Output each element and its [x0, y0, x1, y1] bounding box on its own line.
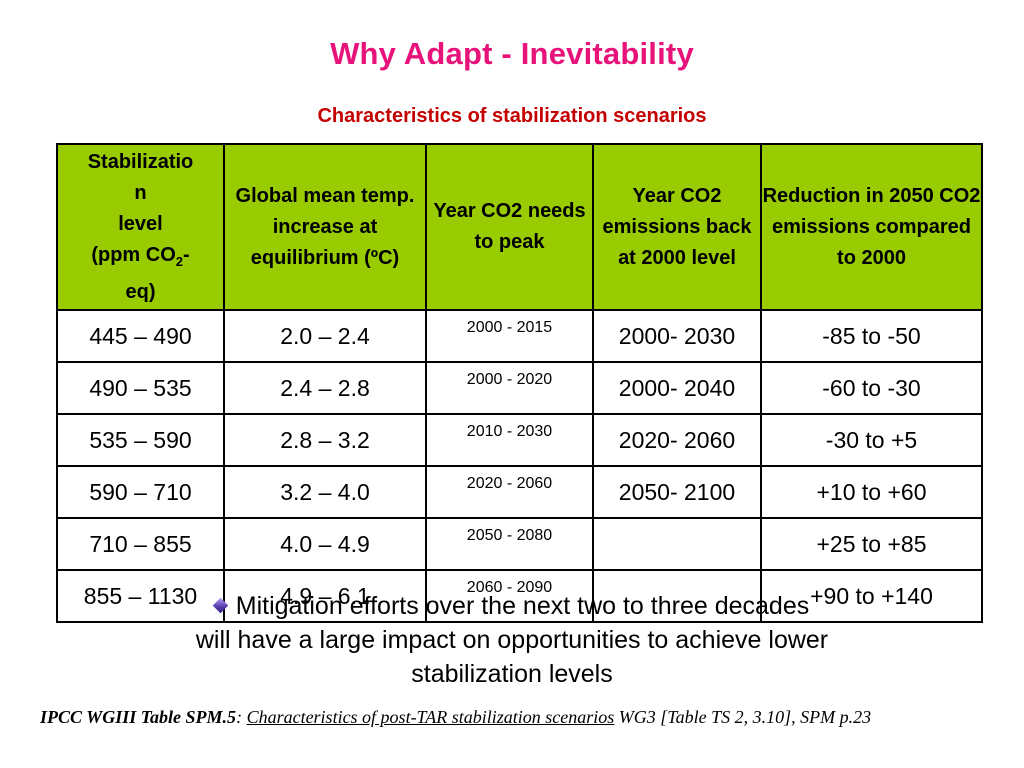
cell-back: 2020- 2060: [592, 413, 762, 467]
source-bold: IPCC WGIII Table SPM.5: [40, 707, 237, 727]
source-citation: IPCC WGIII Table SPM.5: Characteristics …: [40, 704, 990, 730]
cell-reduction: +10 to +60: [760, 465, 983, 519]
slide-title: Why Adapt - Inevitability: [330, 36, 694, 71]
cell-reduction: +90 to +140: [760, 569, 983, 623]
table-row: 590 – 710 3.2 – 4.0 2020 - 2060 2050- 21…: [56, 465, 983, 519]
bullet-line-3: stabilization levels: [411, 660, 613, 688]
cell-back: [592, 569, 762, 623]
table-subtitle: Characteristics of stabilization scenari…: [317, 105, 707, 127]
cell-peak: 2010 - 2030: [425, 413, 594, 467]
cell-temp: 3.2 – 4.0: [223, 465, 427, 519]
bullet-line-1: Mitigation efforts over the next two to …: [235, 592, 810, 620]
cell-level: 710 – 855: [56, 517, 225, 571]
cell-peak: 2060 - 2090: [425, 569, 594, 623]
cell-peak: 2000 - 2020: [425, 361, 594, 415]
bullet-point: Mitigation efforts over the next two to …: [0, 589, 1024, 691]
cell-temp: 2.0 – 2.4: [223, 309, 427, 363]
cell-back: 2000- 2040: [592, 361, 762, 415]
cell-back: 2000- 2030: [592, 309, 762, 363]
cell-temp: 2.4 – 2.8: [223, 361, 427, 415]
cell-level: 855 – 1130: [56, 569, 225, 623]
cell-reduction: -85 to -50: [760, 309, 983, 363]
table-row: 535 – 590 2.8 – 3.2 2010 - 2030 2020- 20…: [56, 413, 983, 467]
cell-temp: 4.9 – 6.1: [223, 569, 427, 623]
source-rest: WG3 [Table TS 2, 3.10], SPM p.23: [614, 707, 872, 727]
bullet-line-2: will have a large impact on opportunitie…: [195, 626, 829, 654]
cell-level: 445 – 490: [56, 309, 225, 363]
table-row: 445 – 490 2.0 – 2.4 2000 - 2015 2000- 20…: [56, 309, 983, 363]
source-colon: :: [236, 707, 247, 727]
cell-level: 490 – 535: [56, 361, 225, 415]
header-temp-increase: Global mean temp. increase at equilibriu…: [223, 143, 427, 311]
cell-back: [592, 517, 762, 571]
header-back-to-2000: Year CO2 emissions back at 2000 level: [592, 143, 762, 311]
cell-level: 535 – 590: [56, 413, 225, 467]
table-row: 855 – 1130 4.9 – 6.1 2060 - 2090 +90 to …: [56, 569, 983, 623]
table-header-row: Stabilizatio n level (ppm CO2- eq) Globa…: [56, 143, 983, 311]
cell-reduction: +25 to +85: [760, 517, 983, 571]
cell-peak: 2020 - 2060: [425, 465, 594, 519]
cell-peak: 2000 - 2015: [425, 309, 594, 363]
cell-back: 2050- 2100: [592, 465, 762, 519]
cell-reduction: -60 to -30: [760, 361, 983, 415]
header-reduction-2050: Reduction in 2050 CO2 emissions compared…: [760, 143, 983, 311]
table-row: 490 – 535 2.4 – 2.8 2000 - 2020 2000- 20…: [56, 361, 983, 415]
header-stabilization-level: Stabilizatio n level (ppm CO2- eq): [56, 143, 225, 311]
stabilization-table: Stabilizatio n level (ppm CO2- eq) Globa…: [56, 143, 983, 623]
cell-level: 590 – 710: [56, 465, 225, 519]
table-row: 710 – 855 4.0 – 4.9 2050 - 2080 +25 to +…: [56, 517, 983, 571]
diamond-bullet-icon: [212, 597, 229, 614]
cell-peak: 2050 - 2080: [425, 517, 594, 571]
cell-temp: 2.8 – 3.2: [223, 413, 427, 467]
cell-temp: 4.0 – 4.9: [223, 517, 427, 571]
source-link[interactable]: Characteristics of post-TAR stabilizatio…: [246, 707, 615, 727]
cell-reduction: -30 to +5: [760, 413, 983, 467]
header-peak-year: Year CO2 needs to peak: [425, 143, 594, 311]
